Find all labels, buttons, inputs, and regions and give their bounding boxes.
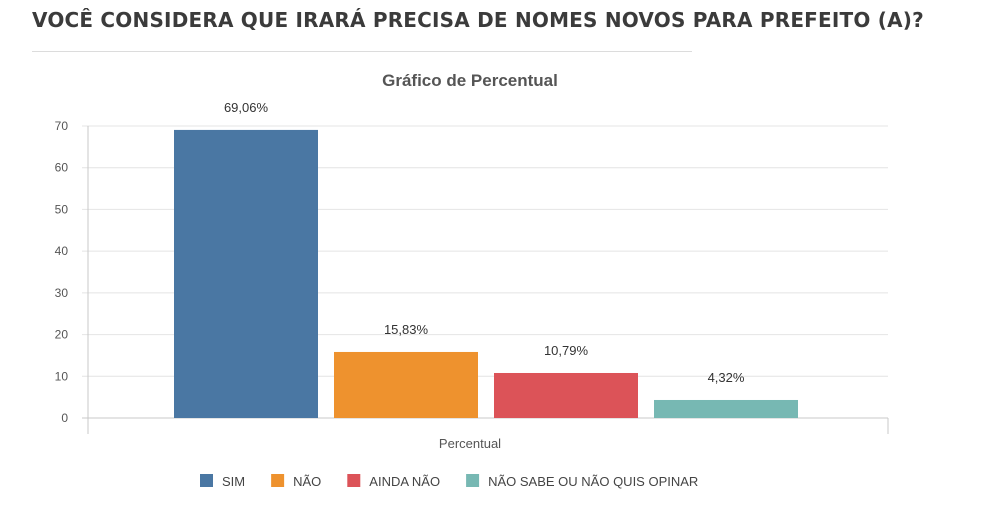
y-tick-label: 0 bbox=[61, 411, 68, 425]
y-tick-label: 10 bbox=[55, 369, 69, 383]
legend-label: AINDA NÃO bbox=[369, 474, 440, 489]
legend-label: NÃO SABE OU NÃO QUIS OPINAR bbox=[488, 474, 698, 489]
legend-item[interactable]: SIM bbox=[200, 474, 245, 489]
y-tick-label: 70 bbox=[55, 119, 69, 133]
legend-label: SIM bbox=[222, 474, 245, 489]
bar-ainda-n-o bbox=[494, 372, 638, 418]
y-tick-label: 20 bbox=[55, 328, 69, 342]
chart-title: Gráfico de Percentual bbox=[382, 71, 558, 90]
legend-swatch bbox=[466, 474, 480, 487]
legend-item[interactable]: NÃO SABE OU NÃO QUIS OPINAR bbox=[466, 474, 698, 489]
y-tick-label: 50 bbox=[55, 202, 69, 216]
data-label: 4,32% bbox=[708, 370, 745, 385]
bar-sim bbox=[174, 129, 318, 418]
legend-swatch bbox=[271, 474, 285, 487]
legend-swatch bbox=[347, 474, 361, 487]
legend-item[interactable]: AINDA NÃO bbox=[347, 474, 440, 489]
y-tick-label: 30 bbox=[55, 286, 69, 300]
x-axis-label: Percentual bbox=[439, 436, 501, 451]
y-tick-label: 40 bbox=[55, 244, 69, 258]
legend-item[interactable]: NÃO bbox=[271, 474, 321, 489]
legend-label: NÃO bbox=[293, 474, 321, 489]
title-divider bbox=[32, 51, 692, 52]
data-label: 15,83% bbox=[384, 322, 429, 337]
page-title: VOCÊ CONSIDERA QUE IRARÁ PRECISA DE NOME… bbox=[32, 8, 924, 32]
y-tick-label: 60 bbox=[55, 161, 69, 175]
data-label: 10,79% bbox=[544, 343, 589, 358]
bar-n-o-sabe-ou-n-o-quis-opinar bbox=[654, 399, 798, 418]
legend-swatch bbox=[200, 474, 213, 487]
bar-n-o bbox=[334, 351, 478, 418]
data-label: 69,06% bbox=[224, 100, 269, 115]
